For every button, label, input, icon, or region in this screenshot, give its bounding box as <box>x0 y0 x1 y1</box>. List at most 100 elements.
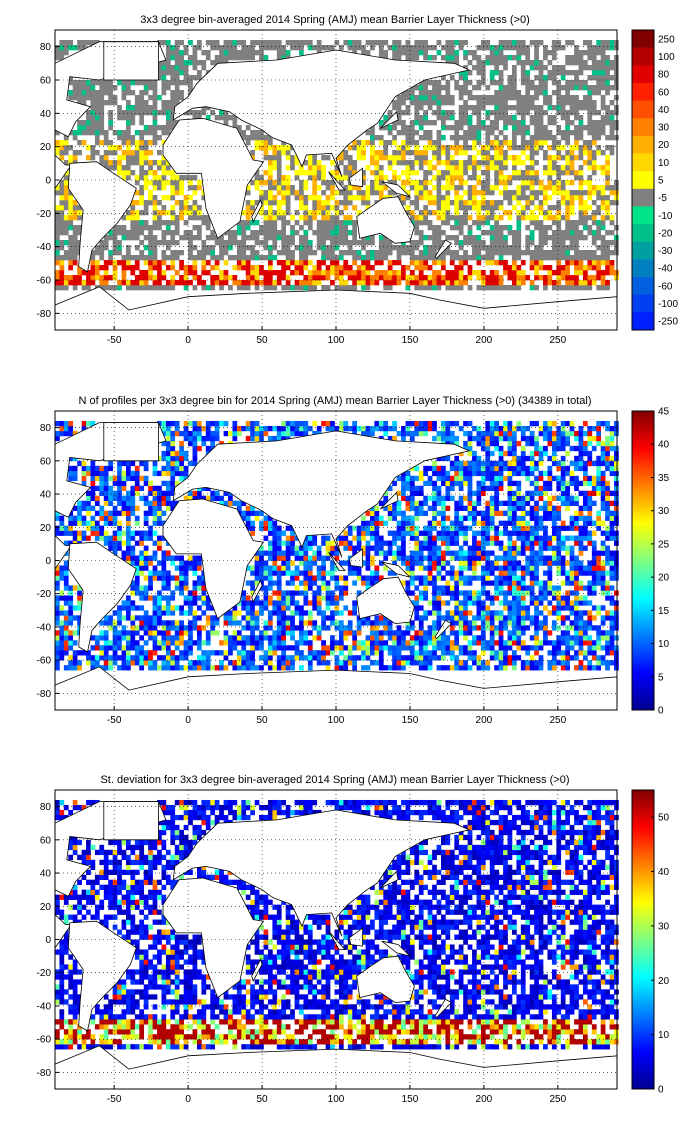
heatmap-cell <box>285 245 291 251</box>
heatmap-cell <box>574 75 579 81</box>
heatmap-cell <box>139 200 145 206</box>
heatmap-cell <box>55 50 60 56</box>
heatmap-cell <box>285 190 291 196</box>
heatmap-cell <box>445 175 451 181</box>
heatmap-cell <box>498 170 504 176</box>
heatmap-cell <box>569 260 575 266</box>
heatmap-cell <box>463 40 468 46</box>
heatmap-cell <box>232 115 238 121</box>
heatmap-cell <box>334 225 340 231</box>
heatmap-cell <box>423 635 428 641</box>
heatmap-cell <box>449 625 455 631</box>
heatmap-cell <box>609 250 615 256</box>
heatmap-cell <box>498 225 504 231</box>
heatmap-cell <box>90 150 96 156</box>
heatmap-cell <box>121 80 127 86</box>
heatmap-cell <box>498 665 504 671</box>
heatmap-cell <box>600 195 606 201</box>
heatmap-cell <box>276 595 282 601</box>
heatmap-cell <box>449 235 455 241</box>
heatmap-cell <box>574 235 579 241</box>
heatmap-cell <box>565 200 570 206</box>
heatmap-cell <box>139 250 145 256</box>
heatmap-cell <box>192 225 198 231</box>
heatmap-cell <box>511 90 517 96</box>
heatmap-cell <box>254 175 260 181</box>
heatmap-cell <box>578 50 584 56</box>
heatmap-cell <box>59 150 65 156</box>
heatmap-cell <box>520 205 526 211</box>
heatmap-cell <box>219 245 224 251</box>
heatmap-cell <box>307 645 313 651</box>
heatmap-cell <box>148 110 153 116</box>
heatmap-cell <box>556 90 562 96</box>
heatmap-cell <box>281 260 287 266</box>
heatmap-cell <box>170 50 176 56</box>
heatmap-cell <box>609 85 615 91</box>
heatmap-cell <box>458 110 464 116</box>
heatmap-cell <box>210 45 216 51</box>
heatmap-cell <box>241 660 247 666</box>
heatmap-cell <box>582 655 588 661</box>
heatmap-cell <box>614 250 619 256</box>
heatmap-cell <box>272 40 278 46</box>
heatmap-cell <box>303 630 309 636</box>
heatmap-cell <box>476 190 482 196</box>
heatmap-cell <box>560 660 566 666</box>
heatmap-cell <box>356 270 362 276</box>
heatmap-cell <box>596 265 602 271</box>
heatmap-cell <box>436 235 442 241</box>
heatmap-cell <box>276 585 282 591</box>
heatmap-cell <box>498 180 504 186</box>
heatmap-cell <box>458 45 464 51</box>
heatmap-cell <box>112 260 118 266</box>
heatmap-cell <box>77 590 82 596</box>
heatmap-cell <box>148 165 153 171</box>
heatmap-cell <box>396 110 402 116</box>
heatmap-cell <box>591 75 597 81</box>
heatmap-cell <box>281 590 287 596</box>
heatmap-cell <box>121 90 127 96</box>
heatmap-cell <box>427 210 433 216</box>
heatmap-cell <box>250 605 255 611</box>
heatmap-cell <box>605 90 610 96</box>
heatmap-cell <box>343 195 349 201</box>
heatmap-cell <box>152 110 158 116</box>
heatmap-cell <box>476 660 482 666</box>
heatmap-cell <box>152 160 158 166</box>
heatmap-cell <box>285 205 291 211</box>
heatmap-cell <box>347 655 353 661</box>
heatmap-cell <box>396 625 402 631</box>
heatmap-cell <box>201 585 207 591</box>
heatmap-cell <box>414 120 420 126</box>
heatmap-cell <box>551 245 557 251</box>
heatmap-cell <box>152 235 158 241</box>
heatmap-cell <box>334 170 340 176</box>
heatmap-cell <box>516 55 522 61</box>
heatmap-cell <box>117 145 122 151</box>
heatmap-cell <box>370 145 375 151</box>
heatmap-cell <box>449 200 455 206</box>
heatmap-cell <box>605 260 610 266</box>
heatmap-cell <box>125 145 131 151</box>
heatmap-cell <box>511 650 517 656</box>
heatmap-cell <box>414 605 420 611</box>
heatmap-cell <box>414 185 420 191</box>
heatmap-cell <box>334 640 340 646</box>
heatmap-cell <box>538 40 544 46</box>
heatmap-cell <box>330 180 335 186</box>
heatmap-cell <box>476 70 482 76</box>
heatmap-cell <box>112 250 118 256</box>
heatmap-cell <box>254 40 260 46</box>
heatmap-cell <box>161 100 167 106</box>
heatmap-cell <box>543 585 548 591</box>
heatmap-cell <box>125 165 131 171</box>
heatmap-cell <box>591 665 597 671</box>
heatmap-cell <box>325 265 331 271</box>
heatmap-cell <box>139 220 145 226</box>
heatmap-cell <box>534 75 539 81</box>
heatmap-cell <box>458 95 464 101</box>
heatmap-cell <box>516 265 522 271</box>
heatmap-cell <box>480 585 486 591</box>
heatmap-cell <box>489 155 495 161</box>
